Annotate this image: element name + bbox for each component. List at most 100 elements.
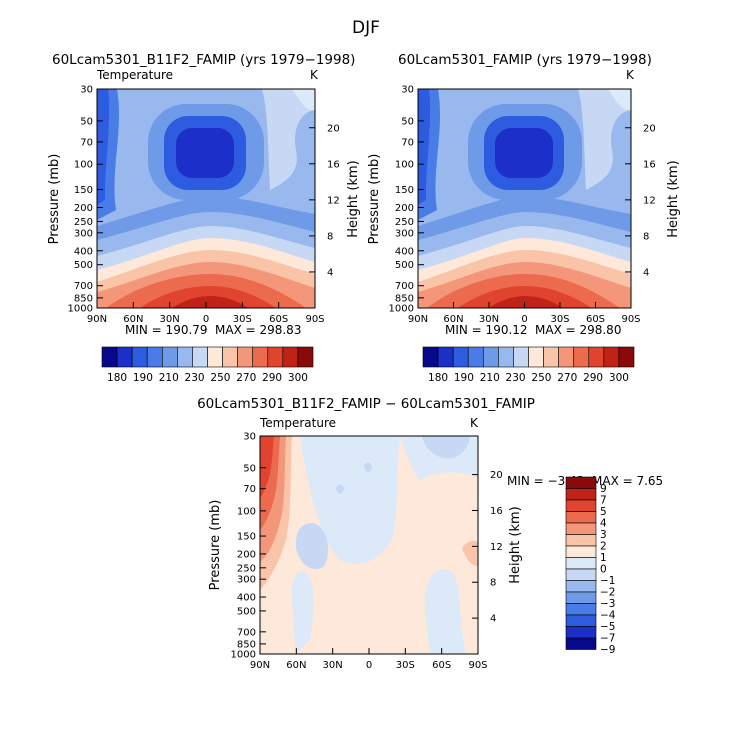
panel-subtitle-right: K — [626, 68, 635, 82]
y-right-tick-label: 16 — [643, 159, 656, 170]
colorbar-box — [177, 346, 193, 368]
y-tick-label: 30 — [80, 85, 93, 96]
colorbar-label: 230 — [185, 372, 205, 384]
temperature-field — [418, 89, 631, 308]
colorbar-box — [565, 511, 597, 524]
colorbar-label: 4 — [600, 518, 607, 530]
panel-b11f2: 60Lcam5301_B11F2_FAMIP (yrs 1979−1998) T… — [47, 52, 361, 384]
y-tick-label: 250 — [74, 217, 93, 228]
colorbar-box — [498, 346, 514, 368]
colorbar-box — [565, 557, 597, 570]
y-right-tick-label: 16 — [490, 506, 503, 517]
panel-famip: 60Lcam5301_FAMIP (yrs 1979−1998) K 30 50 7… — [367, 52, 681, 384]
y-tick-label: 200 — [74, 203, 93, 214]
y-tick-label: 200 — [395, 203, 414, 214]
max-label: MAX = 7.65 — [592, 474, 663, 488]
y-tick-label: 70 — [80, 137, 93, 148]
colorbar-box — [565, 476, 597, 489]
y-tick-label: 850 — [237, 639, 256, 650]
x-tick-label: 90N — [87, 314, 107, 325]
panel-subtitle-right: K — [470, 416, 479, 430]
y-tick-label: 50 — [80, 116, 93, 127]
x-tick-label: 90S — [468, 660, 487, 671]
max-label: MAX = 298.83 — [215, 323, 301, 337]
colorbar-box — [437, 346, 454, 368]
colorbar-box — [237, 346, 254, 368]
colorbar: 180 190 210 230 250 270 290 300 — [101, 346, 314, 384]
y-tick-label: 100 — [74, 160, 93, 171]
y-tick-label: 300 — [74, 228, 93, 239]
colorbar-label: 9 — [600, 483, 607, 495]
colorbar-box — [565, 580, 597, 593]
colorbar-box — [482, 346, 499, 368]
y-axis-right-label: Height (km) — [508, 506, 523, 583]
y-right-tick-label: 8 — [643, 231, 649, 242]
x-axis-ticks: 90N 60N 30N 0 30S 60S 90S — [87, 302, 325, 325]
y-tick-label: 700 — [395, 281, 414, 292]
colorbar-box — [565, 488, 597, 501]
y-tick-label: 300 — [237, 575, 256, 586]
colorbar-box — [101, 346, 118, 368]
colorbar-label: 290 — [262, 372, 282, 384]
x-tick-label: 60S — [269, 314, 288, 325]
colorbar-label: −7 — [600, 633, 615, 645]
temperature-field — [97, 89, 315, 308]
y-tick-label: 300 — [395, 228, 414, 239]
colorbar-label: 230 — [506, 372, 526, 384]
colorbar-box — [565, 591, 597, 604]
y-tick-label: 500 — [395, 260, 414, 271]
y-right-tick-label: 20 — [643, 123, 656, 134]
colorbar-box — [565, 522, 597, 535]
colorbar-label: 270 — [557, 372, 577, 384]
colorbar-box — [467, 346, 484, 368]
colorbar-box — [543, 346, 559, 368]
panel-subtitle-left: Temperature — [259, 416, 336, 430]
y-right-tick-label: 16 — [327, 159, 340, 170]
colorbar-label: 190 — [454, 372, 474, 384]
difference-field — [260, 436, 478, 654]
x-tick-label: 0 — [521, 314, 527, 325]
min-label: MIN = 190.12 — [445, 323, 528, 337]
y-axis-right-ticks: 20 16 12 8 4 — [472, 470, 503, 625]
y-tick-label: 100 — [395, 160, 414, 171]
colorbar-box — [452, 346, 469, 368]
colorbar-box — [222, 346, 238, 368]
y-tick-label: 700 — [74, 281, 93, 292]
x-tick-label: 30S — [396, 660, 415, 671]
min-label: MIN = 190.79 — [125, 323, 208, 337]
colorbar-label: 270 — [236, 372, 256, 384]
colorbar-box — [513, 346, 529, 368]
y-tick-label: 850 — [395, 293, 414, 304]
colorbar-label: 180 — [428, 372, 448, 384]
x-tick-label: 90N — [408, 314, 428, 325]
y-axis-label: Pressure (mb) — [47, 154, 62, 245]
x-tick-label: 0 — [203, 314, 209, 325]
colorbar-box — [558, 346, 575, 368]
y-tick-label: 70 — [243, 484, 256, 495]
y-tick-label: 250 — [237, 563, 256, 574]
y-tick-label: 850 — [74, 293, 93, 304]
x-tick-label: 60N — [286, 660, 306, 671]
y-tick-label: 70 — [401, 137, 414, 148]
y-tick-label: 250 — [395, 217, 414, 228]
colorbar-box — [618, 346, 635, 368]
x-tick-label: 30N — [323, 660, 343, 671]
colorbar-label: 300 — [288, 372, 308, 384]
y-tick-label: 1000 — [231, 650, 256, 661]
y-right-tick-label: 12 — [490, 542, 503, 553]
y-tick-label: 30 — [243, 432, 256, 443]
x-tick-label: 90S — [305, 314, 324, 325]
y-axis-right-ticks: 20 16 12 8 4 — [309, 123, 340, 278]
y-axis-right-label: Height (km) — [346, 160, 361, 237]
x-tick-label: 30S — [233, 314, 252, 325]
figure-title: DJF — [352, 18, 380, 38]
panel-subtitle-left: Temperature — [96, 68, 173, 82]
colorbar-box — [422, 346, 439, 368]
colorbar-label: −5 — [600, 621, 615, 633]
min-label: MIN = −3.43 — [507, 474, 584, 488]
